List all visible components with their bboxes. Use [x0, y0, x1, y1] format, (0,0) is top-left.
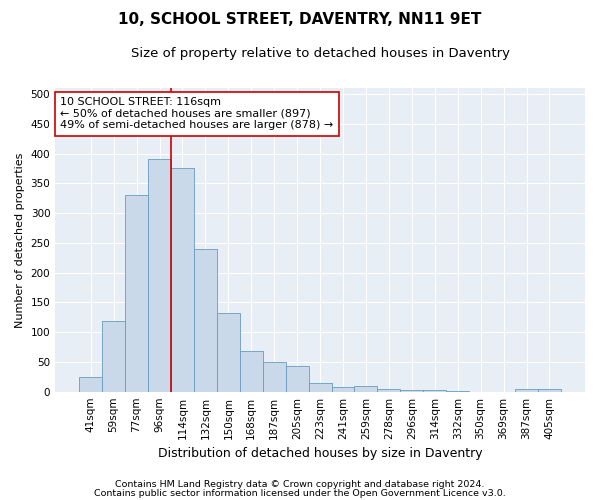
Bar: [538, 388, 561, 392]
Bar: [515, 388, 538, 392]
Bar: [125, 195, 148, 392]
Bar: [286, 366, 308, 392]
Bar: [308, 383, 332, 392]
Bar: [263, 362, 286, 392]
Bar: [446, 391, 469, 392]
Title: Size of property relative to detached houses in Daventry: Size of property relative to detached ho…: [131, 48, 509, 60]
Bar: [171, 168, 194, 392]
Bar: [240, 351, 263, 392]
Y-axis label: Number of detached properties: Number of detached properties: [15, 152, 25, 328]
X-axis label: Distribution of detached houses by size in Daventry: Distribution of detached houses by size …: [158, 447, 482, 460]
Text: Contains public sector information licensed under the Open Government Licence v3: Contains public sector information licen…: [94, 488, 506, 498]
Bar: [217, 313, 240, 392]
Bar: [423, 390, 446, 392]
Bar: [102, 322, 125, 392]
Text: Contains HM Land Registry data © Crown copyright and database right 2024.: Contains HM Land Registry data © Crown c…: [115, 480, 485, 489]
Bar: [332, 387, 355, 392]
Bar: [79, 377, 102, 392]
Text: 10, SCHOOL STREET, DAVENTRY, NN11 9ET: 10, SCHOOL STREET, DAVENTRY, NN11 9ET: [118, 12, 482, 28]
Bar: [400, 390, 423, 392]
Bar: [194, 249, 217, 392]
Text: 10 SCHOOL STREET: 116sqm
← 50% of detached houses are smaller (897)
49% of semi-: 10 SCHOOL STREET: 116sqm ← 50% of detach…: [61, 97, 334, 130]
Bar: [377, 388, 400, 392]
Bar: [148, 160, 171, 392]
Bar: [355, 386, 377, 392]
